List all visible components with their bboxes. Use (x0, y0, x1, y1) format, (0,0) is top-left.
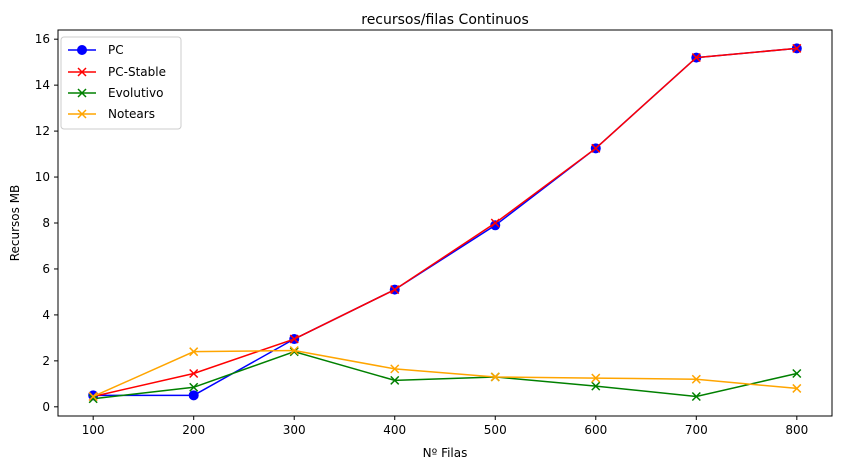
x-tick-label: 100 (82, 423, 105, 437)
series-pc-stable (88, 43, 802, 402)
y-tick-label: 8 (42, 216, 50, 230)
plot-area (88, 43, 802, 404)
data-point-notears (591, 373, 601, 383)
y-tick-label: 12 (35, 124, 50, 138)
data-point-pc-stable (289, 334, 299, 344)
legend-entry-pc: PC (68, 43, 124, 57)
y-tick-label: 10 (35, 170, 50, 184)
data-point-pc (188, 390, 199, 401)
data-point-evolutivo (691, 391, 701, 402)
legend-box (60, 36, 182, 130)
x-tick-label: 800 (785, 423, 808, 437)
data-point-pc-stable (490, 218, 500, 228)
series-line-evolutivo (93, 350, 797, 400)
x-tick-label: 600 (584, 423, 607, 437)
chart-title: recursos/filas Continuos (361, 12, 529, 28)
data-point-notears (490, 372, 500, 382)
series-line-notears (92, 349, 797, 398)
data-point-notears (289, 345, 299, 356)
data-point-notears (189, 347, 199, 357)
data-point-evolutivo (792, 368, 802, 379)
legend-marker-shape (77, 88, 87, 98)
x-tick-label: 700 (685, 423, 708, 437)
data-point-pc-stable (390, 285, 400, 295)
data-point-pc-stable (792, 43, 802, 53)
x-tick-label: 400 (383, 423, 406, 437)
data-point-pc-stable (189, 368, 199, 379)
data-point-notears (792, 383, 802, 393)
data-point-evolutivo (390, 375, 400, 385)
legend-entry-pc-stable: PC-Stable (68, 65, 166, 79)
x-tick-label: 300 (283, 423, 306, 437)
legend-label-notears: Notears (108, 107, 155, 121)
legend-marker-notears (77, 109, 87, 119)
x-tick-label: 200 (182, 423, 205, 437)
x-axis: 100 200 300 400 500 600 700 800 (82, 416, 808, 437)
legend-marker-pc (77, 45, 87, 55)
y-tick-label: 0 (42, 400, 50, 414)
legend-label-pc: PC (108, 43, 124, 57)
legend-label-pc-stable: PC-Stable (108, 65, 166, 79)
legend-marker-pc-stable (77, 67, 87, 77)
data-point-evolutivo (189, 382, 199, 392)
x-tick-label: 500 (484, 423, 507, 437)
legend-marker-shape (77, 109, 87, 119)
y-tick-label: 16 (35, 32, 50, 46)
legend-entry-evolutivo: Evolutivo (68, 86, 163, 100)
data-point-pc-stable (591, 143, 601, 153)
y-axis-label: Recursos MB (8, 185, 22, 262)
data-point-notears (691, 374, 701, 384)
legend-entry-notears: Notears (68, 107, 155, 121)
y-tick-label: 14 (35, 78, 50, 92)
data-point-evolutivo (591, 381, 601, 391)
data-point-notears (88, 391, 98, 402)
y-tick-label: 6 (42, 262, 50, 276)
data-point-pc-stable (691, 53, 701, 63)
series-line-pc (93, 47, 797, 397)
legend-label-evolutivo: Evolutivo (108, 86, 163, 100)
series-line-pc-stable (93, 47, 797, 398)
x-axis-label: Nº Filas (423, 446, 468, 460)
legend-marker-shape (77, 45, 87, 55)
legend: PC PC-Stable Evolutivo Notears (60, 36, 182, 130)
series-notears (88, 345, 802, 402)
y-tick-label: 2 (42, 354, 50, 368)
legend-marker-shape (77, 67, 87, 77)
legend-marker-evolutivo (77, 88, 87, 98)
series-pc (88, 43, 802, 401)
y-axis: 0 2 4 6 8 10 12 14 16 (35, 32, 58, 414)
data-point-evolutivo (289, 347, 299, 357)
data-point-notears (390, 364, 400, 374)
y-tick-label: 4 (42, 308, 50, 322)
